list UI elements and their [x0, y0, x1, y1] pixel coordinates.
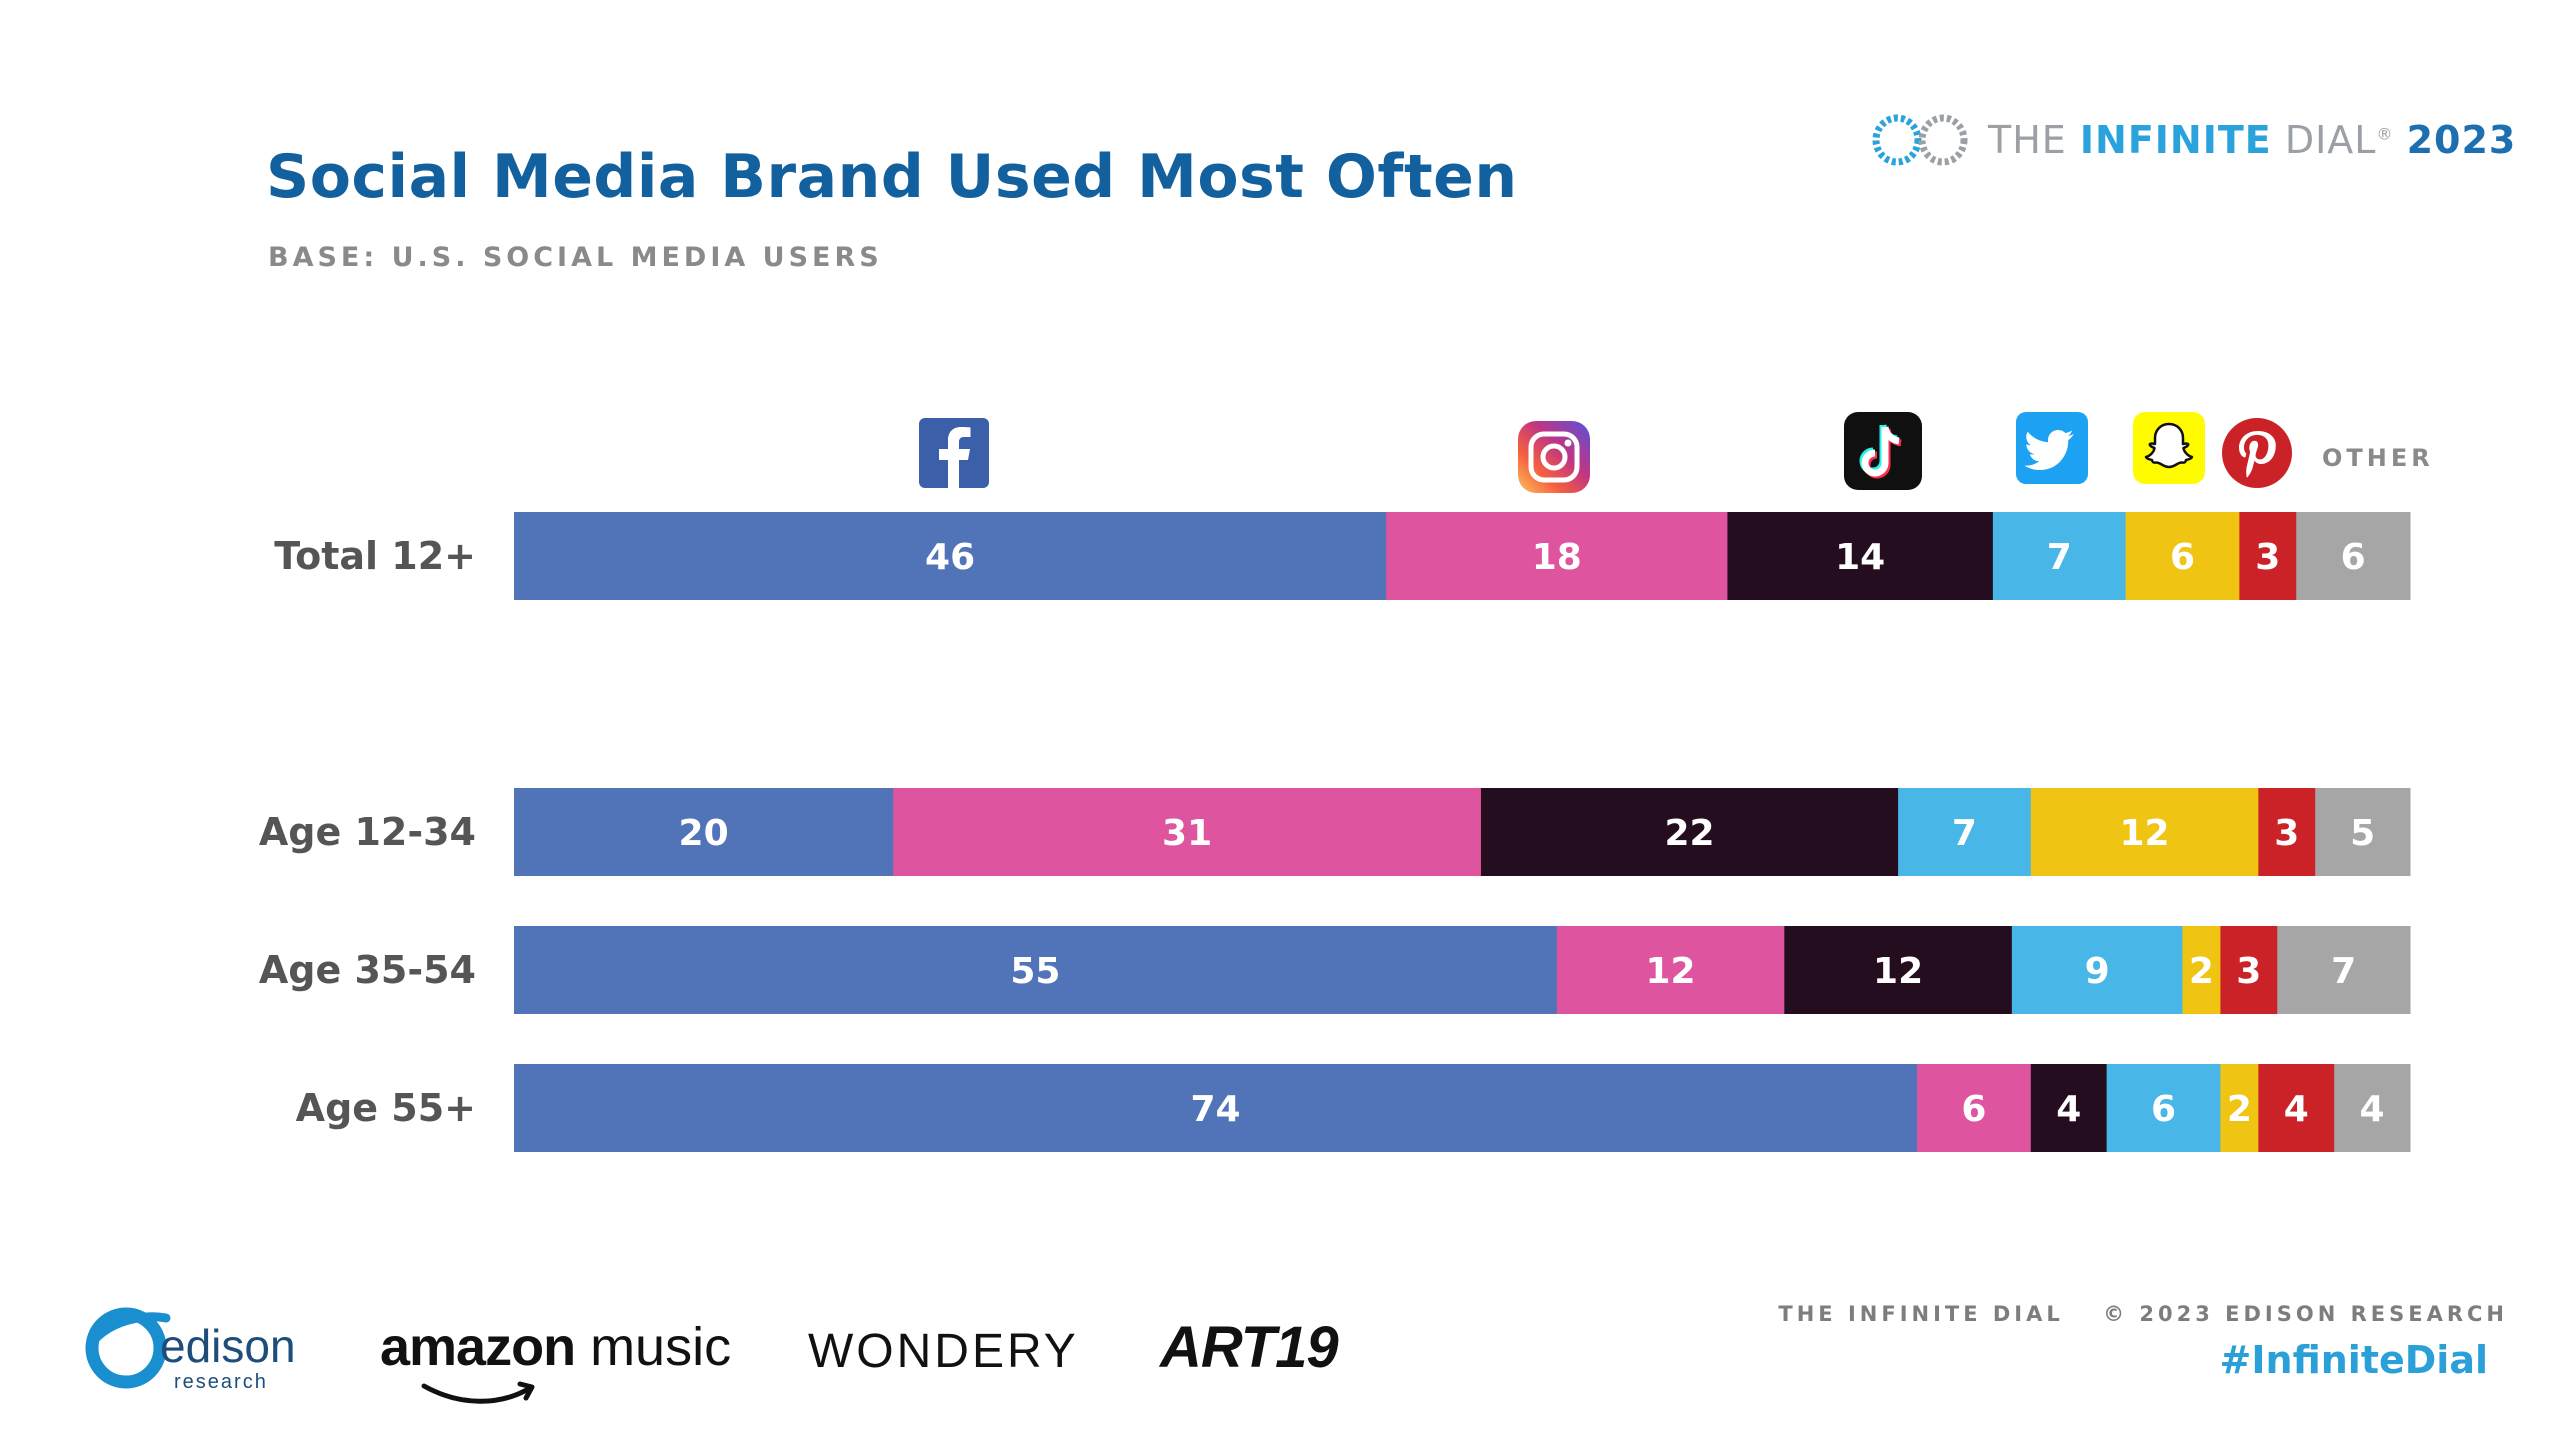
- bar-segment-tiktok: [1784, 926, 2013, 1014]
- data-label: 2: [2189, 951, 2214, 992]
- data-label: 6: [1961, 1089, 1986, 1130]
- data-label: 3: [2255, 537, 2280, 578]
- data-label: 6: [2151, 1089, 2176, 1130]
- infinity-icon: [1872, 114, 1968, 166]
- data-label: 4: [2360, 1089, 2385, 1130]
- data-label: 6: [2341, 537, 2366, 578]
- data-label: 2: [2227, 1089, 2252, 1130]
- bar-segment-tiktok: [1727, 512, 1994, 600]
- data-label: 5: [2350, 813, 2375, 854]
- brand-the: THE: [1988, 118, 2067, 162]
- data-label: 3: [2236, 951, 2261, 992]
- bar-segment-pinterest: [2239, 512, 2297, 600]
- tiktok-icon: [1844, 412, 1922, 490]
- edison-subtext: research: [174, 1371, 268, 1393]
- category-label: Age 55+: [296, 1086, 476, 1130]
- instagram-icon: [1518, 421, 1590, 493]
- bar-segment-pinterest: [2258, 788, 2316, 876]
- data-label: 31: [1162, 813, 1212, 854]
- chart-title: Social Media Brand Used Most Often: [266, 142, 1518, 212]
- bar-segment-instagram: [1386, 512, 1728, 600]
- data-label: 20: [679, 813, 729, 854]
- other-legend-label: OTHER: [2322, 444, 2434, 472]
- music-wordmark: music: [590, 1317, 732, 1377]
- bar-segment-facebook: [514, 1064, 1918, 1152]
- bar-segment-tiktok: [1480, 788, 1899, 876]
- bar-segment-other: [2315, 788, 2411, 876]
- data-label: 7: [2047, 537, 2072, 578]
- hashtag-link[interactable]: #InfiniteDial: [2219, 1338, 2488, 1382]
- brand-year: 2023: [2406, 118, 2517, 162]
- bar-segment-snapchat: [2220, 1064, 2259, 1152]
- data-label: 7: [2331, 951, 2356, 992]
- data-label: 22: [1664, 813, 1714, 854]
- chart-subtitle: BASE: U.S. SOCIAL MEDIA USERS: [268, 242, 883, 273]
- bar-segment-instagram: [1556, 926, 1785, 1014]
- data-label: 55: [1010, 951, 1060, 992]
- bar-segment-pinterest: [2220, 926, 2278, 1014]
- bar-segment-twitter: [2106, 1064, 2221, 1152]
- footer-credits: THE INFINITE DIAL © 2023 EDISON RESEARCH: [1778, 1302, 2508, 1326]
- data-label: 14: [1835, 537, 1885, 578]
- bar-segment-tiktok: [2030, 1064, 2108, 1152]
- infinite-dial-logo: THE INFINITE DIAL® 2023: [1870, 100, 2516, 180]
- bar-segment-twitter: [1898, 788, 2032, 876]
- amazon-music-logo: amazon music: [380, 1316, 732, 1404]
- category-label: Age 12-34: [259, 810, 476, 854]
- edison-research-logo: edison research: [84, 1290, 314, 1400]
- bar-segment-pinterest: [2258, 1064, 2335, 1152]
- brand-reg: ®: [2376, 124, 2394, 144]
- pinterest-icon: [2222, 418, 2292, 488]
- bar-segment-other: [2296, 512, 2411, 600]
- bar-segment-facebook: [514, 788, 894, 876]
- bar-segment-other: [2277, 926, 2411, 1014]
- bar-segment-other: [2334, 1064, 2411, 1152]
- data-label: 6: [2170, 537, 2195, 578]
- data-label: 46: [925, 537, 975, 578]
- bar-segment-snapchat: [2182, 926, 2221, 1014]
- bar-segment-snapchat: [2030, 788, 2259, 876]
- category-label: Total 12+: [274, 534, 476, 578]
- art19-logo: ART19: [1160, 1314, 1339, 1381]
- art19-wordmark: ART19: [1160, 1315, 1339, 1380]
- footer-credit-right: © 2023 EDISON RESEARCH: [2103, 1302, 2508, 1326]
- data-label: 4: [2056, 1089, 2081, 1130]
- data-label: 12: [1646, 951, 1696, 992]
- amazon-smile-icon: [421, 1381, 535, 1404]
- data-label: 12: [2120, 813, 2170, 854]
- bar-segment-facebook: [514, 512, 1387, 600]
- bar-segment-instagram: [1917, 1064, 2032, 1152]
- data-label: 4: [2284, 1089, 2309, 1130]
- facebook-icon: [919, 418, 989, 488]
- brand-dial: DIAL: [2284, 118, 2377, 162]
- brand-infinite: INFINITE: [2079, 118, 2272, 162]
- bar-segment-twitter: [1992, 512, 2127, 600]
- edison-wordmark: edison: [160, 1320, 296, 1372]
- category-label: Age 35-54: [259, 948, 476, 992]
- amazon-wordmark: amazon: [380, 1317, 576, 1377]
- bar-segment-facebook: [514, 926, 1558, 1014]
- wondery-logo: WONDERY: [808, 1325, 1079, 1378]
- data-label: 9: [2085, 951, 2110, 992]
- bar-segment-instagram: [893, 788, 1482, 876]
- data-label: 3: [2274, 813, 2299, 854]
- data-label: 18: [1532, 537, 1582, 578]
- bar-segment-snapchat: [2125, 512, 2240, 600]
- snapchat-icon: [2133, 412, 2205, 484]
- data-label: 74: [1190, 1089, 1240, 1130]
- data-label: 12: [1873, 951, 1923, 992]
- footer-credit-left: THE INFINITE DIAL: [1778, 1302, 2064, 1326]
- bar-segment-twitter: [2011, 926, 2183, 1014]
- data-label: 7: [1952, 813, 1977, 854]
- twitter-icon: [2016, 412, 2088, 484]
